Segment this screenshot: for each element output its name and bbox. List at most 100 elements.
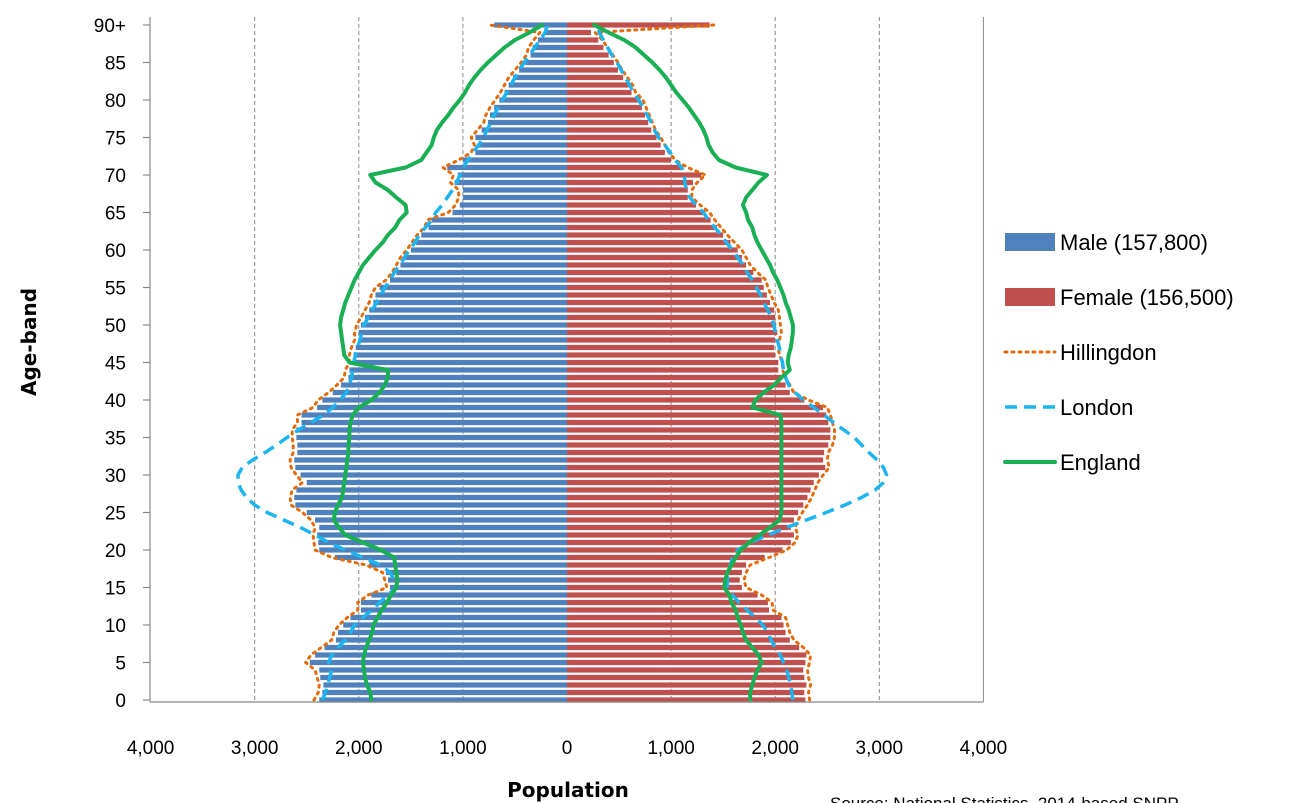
female-bar xyxy=(567,292,767,298)
male-bar xyxy=(452,209,567,216)
male-bar xyxy=(390,277,567,283)
female-bar xyxy=(567,194,688,201)
female-bar xyxy=(567,59,614,66)
male-bar xyxy=(499,97,567,103)
female-bar xyxy=(567,119,649,126)
male-bar xyxy=(462,157,567,163)
male-bar xyxy=(295,502,567,508)
female-bar xyxy=(567,44,604,51)
female-bar xyxy=(567,337,776,343)
male-bar xyxy=(544,29,567,36)
female-bar xyxy=(567,224,717,231)
male-bar xyxy=(428,224,567,231)
male-bar xyxy=(494,22,567,28)
legend-swatch xyxy=(1005,288,1055,306)
male-bar xyxy=(294,494,567,501)
female-bar xyxy=(567,97,639,103)
male-bar xyxy=(504,89,567,96)
female-bar xyxy=(567,584,742,591)
male-bar xyxy=(396,269,567,276)
male-bar xyxy=(295,464,567,471)
x-tick-label: 3,000 xyxy=(856,738,904,759)
female-bar xyxy=(567,412,827,418)
male-bar xyxy=(447,164,567,171)
male-bar xyxy=(335,637,567,643)
female-bar xyxy=(567,374,782,381)
source-note: Source: National Statistics, 2014-based … xyxy=(830,794,1179,803)
male-bar xyxy=(369,307,567,313)
england-male-line xyxy=(331,23,544,702)
y-tick-label: 40 xyxy=(105,391,126,412)
female-bar xyxy=(567,629,786,636)
male-bar xyxy=(365,314,567,321)
male-bar xyxy=(353,359,567,366)
female-bar xyxy=(567,262,747,268)
female-bar xyxy=(567,637,790,643)
female-bar xyxy=(567,164,684,171)
female-bar xyxy=(567,667,804,673)
x-tick-label: 4,000 xyxy=(127,738,175,759)
legend-label: Female (156,500) xyxy=(1060,285,1234,310)
y-axis-title: Age-band xyxy=(17,288,41,396)
male-bar xyxy=(320,674,567,681)
male-bar xyxy=(296,434,567,441)
female-bar xyxy=(567,82,629,88)
y-tick-label: 0 xyxy=(115,691,126,712)
female-bar xyxy=(567,682,807,688)
female-bar xyxy=(567,599,768,606)
female-bar xyxy=(567,74,624,81)
male-bar xyxy=(360,599,567,606)
y-tick-label: 60 xyxy=(105,241,126,262)
male-bar xyxy=(296,487,567,493)
male-bar xyxy=(454,179,567,186)
male-bar xyxy=(358,329,567,336)
female-bar xyxy=(567,487,811,493)
male-bar xyxy=(355,344,567,351)
x-tick-label: 0 xyxy=(562,738,573,759)
female-bar xyxy=(567,202,697,208)
female-bar xyxy=(567,404,824,411)
female-bar xyxy=(567,509,799,516)
female-bar xyxy=(567,179,693,186)
female-bar xyxy=(567,554,765,561)
male-bar xyxy=(301,412,567,418)
female-bar xyxy=(567,502,804,508)
male-bar xyxy=(349,367,567,373)
male-bar xyxy=(341,382,567,388)
x-tick-label: 2,000 xyxy=(751,738,799,759)
female-bar xyxy=(567,307,775,313)
male-bar xyxy=(519,67,567,73)
male-bar xyxy=(324,644,567,651)
y-tick-label: 80 xyxy=(105,91,126,112)
female-bar xyxy=(567,389,790,396)
female-bar xyxy=(567,644,800,651)
female-bar xyxy=(567,382,786,388)
female-bar xyxy=(567,104,642,111)
male-bar xyxy=(322,689,567,696)
female-bar xyxy=(567,434,831,441)
male-bars xyxy=(294,22,567,703)
female-bar xyxy=(567,607,769,613)
y-tick-label: 65 xyxy=(105,204,126,225)
female-bar xyxy=(567,419,829,426)
male-bar xyxy=(334,554,567,561)
y-tick-label: 70 xyxy=(105,166,126,187)
y-tick-label: 30 xyxy=(105,466,126,487)
female-bars xyxy=(567,22,831,703)
female-bar xyxy=(567,442,829,448)
england-female-line xyxy=(592,23,795,702)
male-bar xyxy=(416,239,567,246)
x-tick-label: 4,000 xyxy=(960,738,1008,759)
male-bar xyxy=(332,389,567,396)
female-bar xyxy=(567,367,779,373)
female-bar xyxy=(567,659,806,666)
male-bar xyxy=(306,509,567,516)
female-bar xyxy=(567,284,764,291)
male-bar xyxy=(375,292,567,298)
london-female-line xyxy=(595,24,889,701)
male-bar xyxy=(301,419,567,426)
y-tick-label: 25 xyxy=(105,504,126,525)
male-bar xyxy=(315,517,567,523)
female-bar xyxy=(567,517,794,523)
